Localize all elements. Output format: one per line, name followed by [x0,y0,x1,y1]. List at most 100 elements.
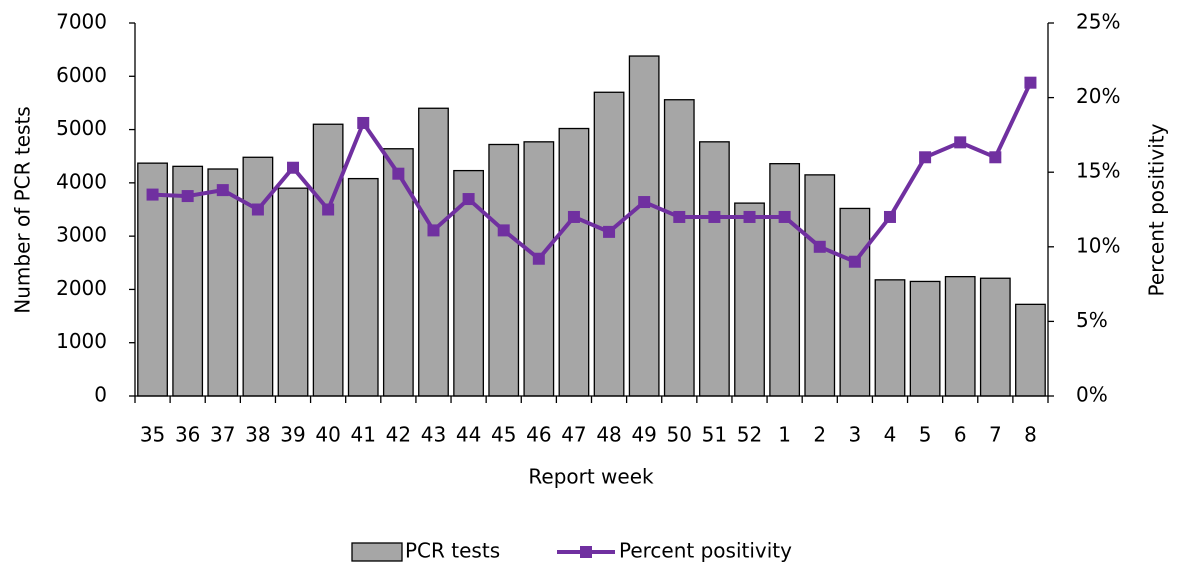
x-tick-label: 6 [954,423,967,447]
x-tick-label: 36 [175,423,200,447]
marker [989,151,1002,164]
y2-tick-label: 5% [1076,308,1108,332]
x-tick-label: 52 [737,423,762,447]
x-tick-label: 5 [919,423,932,447]
x-tick-label: 2 [813,423,826,447]
bar [628,55,660,397]
y-tick-label: 3000 [56,223,107,247]
line [152,81,1033,264]
marker [497,224,510,237]
x-tick-label: 42 [386,423,411,447]
x-tick-label: 44 [456,423,481,447]
bar [172,165,204,397]
marker [357,116,370,129]
x-tick-label: 41 [351,423,376,447]
x-tick-label: 3 [848,423,861,447]
y-tick-label: 0 [94,383,107,407]
x-tick-label: 38 [245,423,270,447]
marker [883,210,896,223]
bar [839,207,871,397]
marker [567,210,580,223]
legend-marker [580,546,592,558]
marker [392,167,405,180]
x-tick-label: 8 [1024,423,1037,447]
marker [462,193,475,206]
bar [769,163,801,397]
bar [944,275,976,397]
marker [743,210,756,223]
bar [312,123,344,397]
x-tick-label: 4 [884,423,897,447]
x-tick-label: 7 [989,423,1002,447]
marker [1024,76,1037,89]
x-tick-label: 51 [702,423,727,447]
y2-tick-label: 25% [1076,10,1120,34]
x-axis-label: Report week [528,465,654,489]
marker [532,252,545,265]
marker [813,240,826,253]
bar [242,156,274,397]
bar [663,99,695,397]
legend-swatch [351,542,403,562]
x-tick-label: 47 [561,423,586,447]
x-tick-label: 45 [491,423,516,447]
x-tick-label: 35 [140,423,165,447]
bar [523,141,555,397]
bar [593,91,625,397]
bar [874,279,906,397]
x-tick-label: 49 [631,423,656,447]
x-tick-label: 1 [778,423,791,447]
marker [778,210,791,223]
y-tick-label: 7000 [56,10,107,34]
bar [277,187,309,397]
y-tick-label: 2000 [56,276,107,300]
y-axis-label: Number of PCR tests [11,106,35,313]
marker [848,255,861,268]
marker [673,210,686,223]
y2-tick-label: 0% [1076,383,1108,407]
marker [954,136,967,149]
marker [216,184,229,197]
x-tick-label: 43 [421,423,446,447]
marker [322,203,335,216]
y2-axis-label: Percent positivity [1145,123,1169,296]
x-tick-label: 50 [667,423,692,447]
bar [418,107,449,397]
marker [708,210,721,223]
bar [734,202,765,397]
x-tick-label: 40 [315,423,340,447]
marker [919,151,932,164]
y-tick-label: 6000 [56,63,107,87]
y2-tick-label: 15% [1076,159,1120,183]
bar [979,277,1011,397]
marker [287,161,300,174]
bar [382,148,414,397]
marker [146,188,159,201]
marker [427,224,440,237]
y2-tick-label: 20% [1076,84,1120,108]
bar [558,127,590,397]
bar [804,174,836,397]
marker [251,203,264,216]
x-tick-label: 39 [280,423,305,447]
bar [1015,303,1046,397]
bar [699,141,730,397]
bar [347,177,379,397]
y2-tick-label: 10% [1076,233,1120,257]
x-tick-label: 48 [596,423,621,447]
bar [488,143,520,397]
x-tick-label: 37 [210,423,235,447]
x-tick-label: 46 [526,423,551,447]
legend-label: PCR tests [405,539,500,563]
bar [909,280,941,397]
bar [137,162,168,397]
bar [207,168,239,397]
marker [181,190,194,203]
y-tick-label: 5000 [56,116,107,140]
y-tick-label: 1000 [56,329,107,353]
legend-label: Percent positivity [619,539,792,563]
y-tick-label: 4000 [56,169,107,193]
marker [638,196,651,209]
